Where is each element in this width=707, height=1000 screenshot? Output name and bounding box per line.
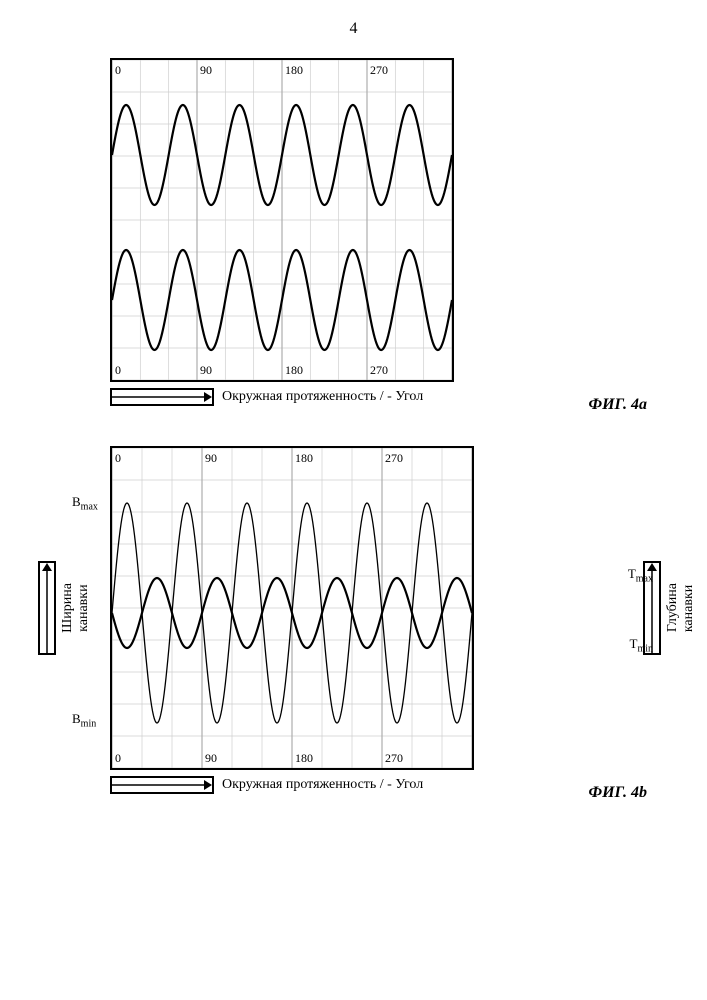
svg-text:90: 90 [200,63,212,77]
x-label-a: Окружная протяженность / - Угол [222,389,423,405]
y-left-arrow [38,561,56,655]
svg-text:0: 0 [115,63,121,77]
page-number: 4 [20,20,687,38]
x-arrow-b [110,776,214,794]
svg-text:270: 270 [385,751,403,765]
figure-4a: 009090180180270270360360 Окружная протяж… [20,58,687,406]
b-max-label: Bmax [72,494,98,513]
y-right-arrow [643,561,661,655]
svg-text:180: 180 [285,363,303,377]
svg-text:90: 90 [200,363,212,377]
caption-a: ФИГ. 4a [588,396,647,414]
svg-text:90: 90 [205,451,217,465]
chart-b-container: Ширинаканавки Bmax Bmin 0090901801802702… [110,446,597,770]
svg-text:0: 0 [115,363,121,377]
svg-text:180: 180 [295,751,313,765]
x-arrow-a [110,388,214,406]
y-right-group: Глубинаканавки [643,446,697,770]
svg-text:0: 0 [115,451,121,465]
chart-a-svg: 009090180180270270360360 [110,58,454,382]
svg-text:270: 270 [370,363,388,377]
svg-text:0: 0 [115,751,121,765]
y-left-label: Ширинаканавки [60,583,92,633]
svg-text:270: 270 [385,451,403,465]
y-right-label: Глубинаканавки [665,583,697,632]
figure-4b: Ширинаканавки Bmax Bmin 0 0 90 90 180 180 270 2… [20,446,687,794]
svg-text:180: 180 [285,63,303,77]
x-label-b: Окружная протяженность / - Угол [222,777,423,793]
chart-b-svg: 009090180180270270360360 [110,446,474,770]
chart-a-container: 009090180180270270360360 [110,58,597,382]
b-min-label: Bmin [72,711,96,730]
svg-text:180: 180 [295,451,313,465]
caption-b: ФИГ. 4b [588,784,647,802]
svg-text:90: 90 [205,751,217,765]
svg-text:270: 270 [370,63,388,77]
